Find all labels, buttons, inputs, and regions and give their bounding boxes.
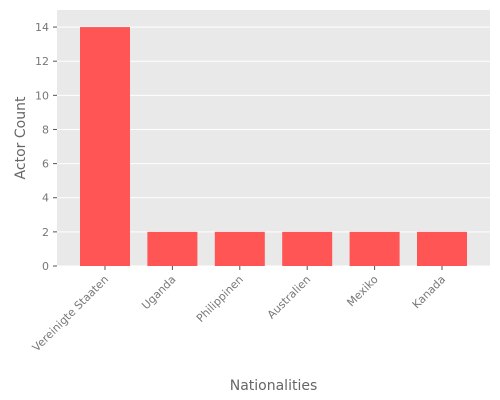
bars (80, 27, 467, 266)
x-tick-label: Uganda (139, 273, 178, 312)
y-axis-title: Actor Count (13, 96, 29, 179)
x-axis-title: Nationalities (230, 378, 318, 394)
bar (147, 231, 198, 266)
y-tick-label: 0 (42, 260, 49, 273)
x-axis-ticks: Vereinigte Staaten Uganda Philippinen Austr… (30, 266, 448, 354)
x-tick-label: Philippinen (194, 273, 246, 325)
x-tick-label: Australien (265, 273, 314, 322)
y-tick-label: 8 (42, 123, 49, 136)
x-tick-label: Vereinigte Staaten (30, 273, 111, 354)
y-tick-label: 6 (42, 158, 49, 171)
bar (80, 27, 130, 266)
y-tick-label: 2 (42, 226, 49, 239)
y-tick-label: 10 (35, 89, 49, 102)
y-tick-label: 14 (35, 21, 49, 34)
bar (349, 231, 400, 266)
y-tick-label: 12 (35, 55, 49, 68)
bar (282, 231, 333, 266)
x-tick-label: Mexiko (344, 273, 380, 309)
bar (417, 231, 467, 266)
y-tick-label: 4 (42, 192, 49, 205)
y-axis-ticks: 0 2 4 6 8 10 12 14 (35, 21, 57, 273)
x-tick-label: Kanada (410, 273, 448, 311)
bar (214, 231, 265, 266)
